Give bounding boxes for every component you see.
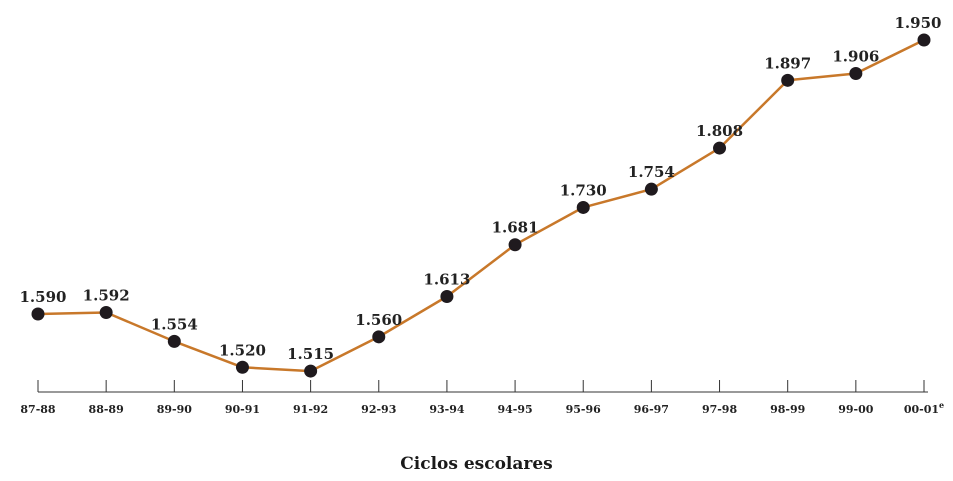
x-axis-title: Ciclos escolares — [400, 454, 553, 474]
data-label: 1.950 — [895, 14, 942, 32]
x-tick-label: 94-95 — [497, 403, 532, 416]
data-label: 1.897 — [764, 54, 811, 72]
x-tick-label: 92-93 — [361, 403, 396, 416]
data-label: 1.808 — [696, 122, 743, 140]
data-point — [849, 66, 863, 80]
data-point — [99, 305, 113, 319]
data-labels: 1.590 1.592 1.554 1.520 1.515 1.560 1.613 1.681… — [20, 14, 942, 363]
data-label: 1.592 — [83, 286, 130, 304]
data-label: 1.754 — [628, 163, 675, 181]
data-point — [235, 360, 249, 374]
x-tick-label: 96-97 — [634, 403, 669, 416]
x-tick-label: 95-96 — [566, 403, 602, 416]
x-tick-label: 99-00 — [838, 403, 874, 416]
data-label: 1.730 — [560, 181, 607, 199]
data-label: 1.681 — [492, 219, 539, 237]
data-point — [31, 307, 45, 321]
x-tick-label: 91-92 — [293, 403, 328, 416]
data-label: 1.560 — [355, 311, 402, 329]
data-point — [372, 330, 386, 344]
data-point — [917, 33, 931, 47]
data-point — [644, 182, 658, 196]
data-points — [31, 33, 931, 378]
data-point — [304, 364, 318, 378]
data-point — [713, 141, 727, 155]
series-line — [37, 38, 925, 373]
data-label: 1.554 — [151, 315, 198, 333]
data-point — [167, 334, 181, 348]
x-tick-label: 98-99 — [770, 403, 805, 416]
data-label: 1.515 — [287, 345, 334, 363]
x-tick-label: 90-91 — [225, 403, 260, 416]
data-point — [781, 73, 795, 87]
data-label: 1.590 — [20, 288, 67, 306]
x-tick-label: 00-01e — [904, 400, 944, 416]
x-axis-ticks: 87-88 88-89 89-90 90-91 91-92 92-93 93-94 94-95… — [20, 380, 944, 416]
x-tick-label: 87-88 — [20, 403, 56, 416]
x-tick-label: 93-94 — [429, 403, 465, 416]
data-point — [508, 238, 522, 252]
x-tick-label: 88-89 — [89, 403, 124, 416]
data-point — [440, 289, 454, 303]
x-tick-label: 97-98 — [702, 403, 738, 416]
data-label: 1.520 — [219, 341, 266, 359]
data-label: 1.613 — [423, 270, 470, 288]
data-point — [576, 200, 590, 214]
data-label: 1.906 — [832, 47, 879, 65]
x-tick-label: 89-90 — [157, 403, 193, 416]
